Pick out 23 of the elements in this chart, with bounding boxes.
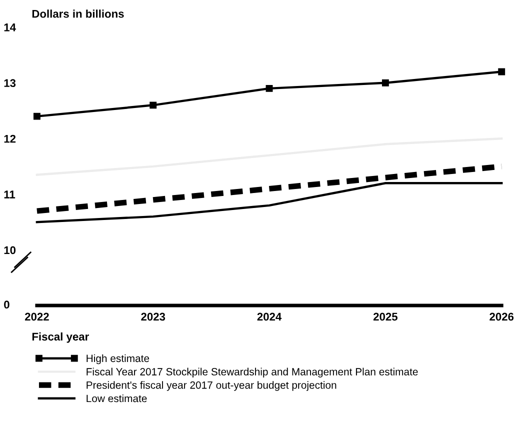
y-tick-label: 11: [4, 190, 16, 198]
y-tick-label: 13: [4, 79, 16, 88]
line-series: [36, 137, 503, 176]
x-tick-label: 2023: [141, 312, 166, 321]
y-tick-label: 12: [4, 134, 16, 143]
y-axis-title: Dollars in billions: [32, 10, 124, 18]
y-tick-label: 10: [4, 246, 16, 254]
point: [382, 79, 389, 86]
x-tick-label: 2024: [257, 312, 282, 321]
point: [266, 84, 273, 92]
legend-label: President's fiscal year 2017 out-year budget projection: [86, 381, 336, 391]
x-tick-label: 2022: [24, 312, 49, 321]
y-tick-label: 14: [4, 24, 16, 32]
x-tick-label: 2025: [373, 312, 398, 321]
point: [498, 68, 506, 76]
x-axis-title: Fiscal year: [32, 332, 89, 343]
legend-label: Low estimate: [86, 394, 147, 402]
x-tick-label: 2026: [490, 312, 514, 321]
legend-label: Fiscal Year 2017 Stockpile Stewardship and Management Plan estimate: [86, 368, 418, 378]
legend-label: High estimate: [86, 354, 150, 364]
point: [33, 112, 40, 120]
point: [150, 102, 157, 109]
text: 0: [4, 300, 10, 309]
